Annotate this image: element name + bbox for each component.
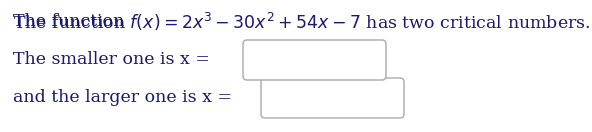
FancyBboxPatch shape [261, 78, 404, 118]
FancyBboxPatch shape [243, 40, 386, 80]
Text: The function: The function [13, 13, 130, 30]
Text: The function $f(x) = 2x^3 - 30x^2 + 54x - 7$ has two critical numbers.: The function $f(x) = 2x^3 - 30x^2 + 54x … [13, 11, 590, 33]
Text: and the larger one is x =: and the larger one is x = [13, 89, 237, 107]
Text: The smaller one is x =: The smaller one is x = [13, 51, 215, 69]
